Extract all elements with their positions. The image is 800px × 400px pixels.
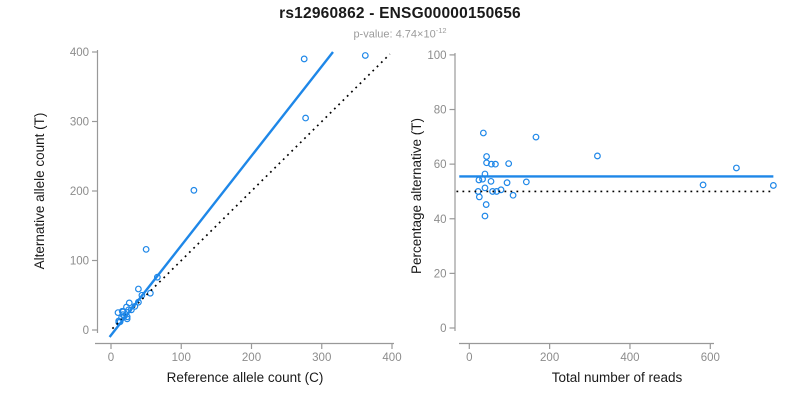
data-point	[487, 177, 495, 185]
reference-line	[111, 53, 391, 330]
data-point	[532, 133, 540, 141]
x-tick-label: 600	[701, 352, 720, 364]
data-point	[489, 188, 496, 195]
chart-title: rs12960862 - ENSG00000150656	[279, 5, 521, 22]
y-tick-label: 0	[440, 323, 446, 335]
data-point	[146, 289, 154, 297]
data-point	[479, 129, 487, 137]
right-plot: 0 200 400 600 0 20 40 60 80 100 Total number of re…	[409, 50, 777, 385]
data-point	[302, 114, 309, 122]
data-point	[522, 178, 530, 186]
y-tick-label: 100	[427, 50, 446, 62]
x-tick-label: 400	[382, 352, 401, 364]
data-point	[361, 52, 369, 59]
p-value-text: p-value: 4.74×10	[353, 28, 436, 41]
y-axis-title: Percentage alternative (T)	[409, 118, 424, 274]
x-tick-label: 0	[108, 352, 114, 364]
data-point	[190, 186, 198, 194]
data-point	[492, 160, 499, 168]
data-point	[509, 191, 517, 199]
data-point	[503, 179, 511, 187]
data-point	[699, 181, 707, 189]
data-point	[483, 153, 490, 160]
data-point	[142, 245, 150, 253]
x-tick-label: 100	[172, 352, 191, 364]
data-point	[127, 306, 135, 314]
y-tick-label: 200	[70, 186, 89, 198]
y-tick-label: 20	[434, 268, 447, 280]
data-point	[481, 212, 489, 220]
x-axis-title: Reference allele count (C)	[167, 370, 324, 385]
data-point	[482, 201, 490, 208]
data-point	[497, 186, 505, 194]
data-point	[475, 176, 483, 184]
y-tick-label: 400	[70, 47, 89, 59]
y-tick-label: 60	[434, 159, 447, 171]
data-point	[118, 307, 126, 315]
data-point	[481, 184, 489, 192]
data-point	[138, 291, 146, 299]
y-tick-label: 40	[434, 214, 447, 226]
data-point	[483, 159, 490, 167]
data-point	[475, 193, 483, 201]
fit-line	[108, 51, 334, 338]
y-tick-label: 0	[83, 325, 89, 337]
x-tick-label: 0	[466, 352, 472, 364]
x-tick-label: 400	[620, 352, 639, 364]
data-point	[300, 55, 308, 63]
x-tick-label: 200	[540, 352, 559, 364]
data-point	[114, 309, 122, 317]
y-axis-title: Alternative allele count (T)	[32, 113, 47, 270]
x-axis-title: Total number of reads	[552, 370, 683, 385]
y-tick-label: 300	[70, 117, 89, 129]
chart-header: rs12960862 - ENSG00000150656 p-value: 4.…	[0, 5, 800, 41]
y-tick-label: 100	[70, 256, 89, 268]
data-point	[769, 182, 777, 189]
data-point	[134, 285, 142, 293]
data-point	[733, 164, 740, 172]
data-point	[505, 160, 513, 167]
x-tick-label: 300	[312, 352, 331, 364]
p-value-exponent: -12	[435, 26, 447, 35]
left-plot: 0 100 200 300 400 0 100 200 300 400 Reference alle…	[32, 47, 402, 385]
y-tick-label: 80	[434, 105, 447, 117]
chart-subtitle: p-value: 4.74×10-12	[0, 26, 800, 41]
x-tick-label: 200	[242, 352, 261, 364]
data-point	[594, 152, 601, 160]
data-point	[123, 303, 130, 311]
